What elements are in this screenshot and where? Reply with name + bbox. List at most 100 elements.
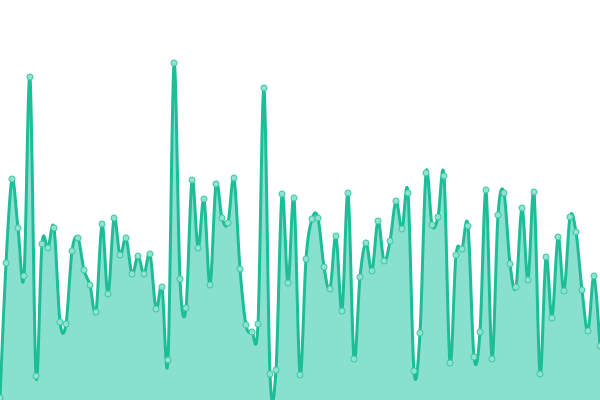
- data-point-78: [464, 222, 472, 230]
- data-point-36: [212, 180, 220, 188]
- data-point-28: [164, 356, 172, 364]
- data-point-9: [50, 224, 58, 232]
- data-point-86: [512, 283, 520, 291]
- data-point-91: [542, 253, 550, 261]
- series-line: [0, 61, 600, 400]
- data-point-55: [326, 285, 334, 293]
- data-point-50: [296, 371, 304, 379]
- data-point-73: [434, 213, 442, 221]
- data-point-59: [350, 355, 358, 363]
- data-point-33: [194, 244, 202, 252]
- data-point-45: [266, 370, 274, 378]
- data-point-14: [80, 266, 88, 274]
- data-point-65: [386, 237, 394, 245]
- data-point-79: [470, 353, 478, 361]
- data-point-6: [32, 372, 40, 380]
- data-point-1: [2, 259, 10, 267]
- data-point-21: [122, 234, 130, 242]
- data-point-82: [488, 355, 496, 363]
- data-point-22: [128, 270, 136, 278]
- data-point-66: [392, 197, 400, 205]
- data-point-81: [482, 186, 490, 194]
- data-point-93: [554, 233, 562, 241]
- data-point-54: [320, 263, 328, 271]
- data-point-26: [152, 305, 160, 313]
- data-point-80: [476, 328, 484, 336]
- data-point-53: [314, 214, 322, 222]
- data-point-76: [452, 251, 460, 259]
- data-point-75: [446, 359, 454, 367]
- data-point-52: [308, 215, 316, 223]
- data-point-13: [74, 234, 82, 242]
- data-point-74: [440, 172, 448, 180]
- data-point-70: [416, 329, 424, 337]
- data-point-62: [368, 267, 376, 275]
- data-point-12: [68, 247, 76, 255]
- data-point-95: [566, 213, 574, 221]
- data-point-89: [530, 188, 538, 196]
- data-point-69: [410, 367, 418, 375]
- data-point-51: [302, 255, 310, 263]
- data-points: [0, 59, 600, 400]
- data-point-90: [536, 370, 544, 378]
- data-point-11: [62, 320, 70, 328]
- data-point-18: [104, 290, 112, 298]
- data-point-100: [596, 342, 600, 350]
- data-point-34: [200, 195, 208, 203]
- data-point-96: [572, 228, 580, 236]
- data-point-31: [182, 304, 190, 312]
- data-point-0: [0, 394, 4, 400]
- data-point-58: [344, 189, 352, 197]
- data-point-64: [380, 257, 388, 265]
- data-point-99: [590, 272, 598, 280]
- data-point-16: [92, 308, 100, 316]
- data-point-24: [140, 270, 148, 278]
- data-point-40: [236, 265, 244, 273]
- data-point-10: [56, 318, 64, 326]
- data-point-84: [500, 189, 508, 197]
- data-point-98: [584, 327, 592, 335]
- data-point-97: [578, 286, 586, 294]
- data-point-56: [332, 232, 340, 240]
- data-point-43: [254, 320, 262, 328]
- data-point-30: [176, 275, 184, 283]
- data-point-3: [14, 224, 22, 232]
- data-point-46: [272, 366, 280, 374]
- data-point-15: [86, 281, 94, 289]
- data-point-39: [230, 174, 238, 182]
- data-point-5: [26, 73, 34, 81]
- data-point-44: [260, 84, 268, 92]
- data-point-47: [278, 190, 286, 198]
- data-point-4: [20, 272, 28, 280]
- data-point-29: [170, 59, 178, 67]
- data-point-42: [248, 328, 256, 336]
- data-point-77: [458, 245, 466, 253]
- data-point-60: [356, 273, 364, 281]
- data-point-49: [290, 194, 298, 202]
- data-point-38: [224, 219, 232, 227]
- data-point-48: [284, 279, 292, 287]
- data-point-85: [506, 260, 514, 268]
- data-point-92: [548, 314, 556, 322]
- data-point-35: [206, 281, 214, 289]
- data-point-63: [374, 217, 382, 225]
- data-point-2: [8, 175, 16, 183]
- data-point-71: [422, 169, 430, 177]
- data-point-68: [404, 189, 412, 197]
- data-point-72: [428, 221, 436, 229]
- data-point-88: [524, 276, 532, 284]
- data-point-87: [518, 204, 526, 212]
- data-point-61: [362, 239, 370, 247]
- data-point-25: [146, 250, 154, 258]
- data-point-37: [218, 214, 226, 222]
- data-point-7: [38, 240, 46, 248]
- data-point-17: [98, 220, 106, 228]
- data-point-83: [494, 211, 502, 219]
- data-point-27: [158, 283, 166, 291]
- data-point-8: [44, 244, 52, 252]
- data-point-32: [188, 176, 196, 184]
- data-point-94: [560, 287, 568, 295]
- data-point-20: [116, 251, 124, 259]
- data-point-57: [338, 307, 346, 315]
